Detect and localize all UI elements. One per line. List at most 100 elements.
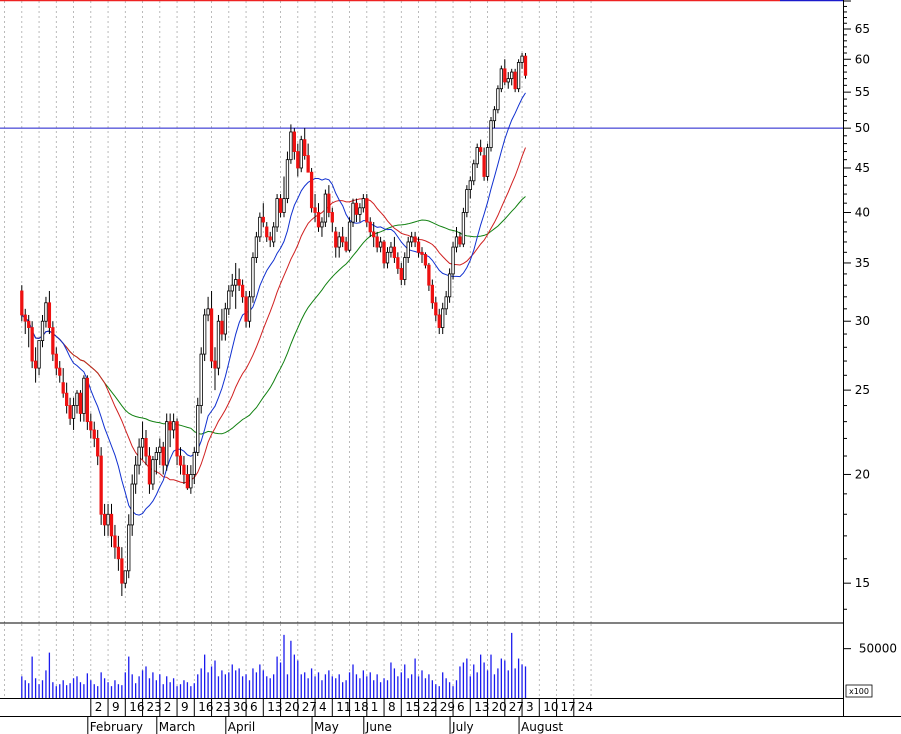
moving-average-mid <box>21 147 526 484</box>
candle-down <box>427 264 431 286</box>
date-tick-label: 30 <box>233 700 248 714</box>
candle-down <box>33 360 38 369</box>
candle-down <box>334 231 338 248</box>
date-tick-label: 2 <box>95 700 103 714</box>
candle-down <box>61 382 65 394</box>
candle-down <box>92 429 96 439</box>
candle-up <box>499 68 503 90</box>
candle-up <box>127 524 131 572</box>
candle-down <box>375 236 379 248</box>
candle-up <box>496 88 500 111</box>
candle-up <box>44 302 48 322</box>
candle-down <box>316 212 321 228</box>
candle-down <box>240 284 245 298</box>
candle-down <box>209 308 214 362</box>
candle-up <box>489 120 493 148</box>
candle-down <box>372 231 376 238</box>
volume-layer <box>21 632 527 698</box>
candle-down <box>309 171 314 209</box>
candle-up <box>258 216 262 238</box>
candle-down <box>303 139 307 156</box>
price-tick-label: 15 <box>855 576 870 590</box>
candle-down <box>96 438 100 457</box>
candle-up <box>351 202 355 223</box>
date-tick-label: 9 <box>181 700 189 714</box>
candle-up <box>272 226 276 243</box>
date-tick-label: 18 <box>354 700 369 714</box>
candle-down <box>109 513 114 537</box>
candle-down <box>113 535 117 548</box>
month-label: May <box>314 720 339 734</box>
candle-up <box>347 221 352 251</box>
candle-up <box>299 139 303 169</box>
candle-up <box>223 308 227 335</box>
price-tick-label: 35 <box>855 256 870 270</box>
candle-down <box>313 207 317 213</box>
candle-down <box>482 155 486 177</box>
candle-up <box>475 147 479 165</box>
month-label: March <box>159 720 196 734</box>
candle-down <box>513 71 517 90</box>
candle-down <box>51 327 55 355</box>
candle-down <box>237 279 241 286</box>
price-tick-label: 20 <box>855 467 870 481</box>
candle-down <box>175 421 179 457</box>
candle-up <box>82 377 86 414</box>
candle-down <box>458 236 462 245</box>
month-label: February <box>90 720 143 734</box>
candle-up <box>510 71 514 80</box>
candle-down <box>89 421 93 431</box>
candle-down <box>354 202 359 215</box>
date-tick-label: 10 <box>543 700 558 714</box>
candle-up <box>492 109 497 122</box>
candle-up <box>134 464 138 485</box>
candle-up <box>206 308 210 316</box>
candle-down <box>30 327 34 362</box>
candle-up <box>406 241 410 259</box>
candle-down <box>278 198 283 213</box>
candle-up <box>485 147 490 177</box>
candle-up <box>323 193 328 223</box>
candle-up <box>154 452 158 461</box>
candle-down <box>213 360 217 369</box>
date-tick-label: 23 <box>147 700 162 714</box>
candle-down <box>268 236 272 241</box>
volume-multiplier-label: x100 <box>849 687 869 696</box>
candle-up <box>230 284 234 292</box>
month-label: August <box>521 720 563 734</box>
candle-down <box>416 241 421 253</box>
price-tick-label: 30 <box>855 314 870 328</box>
date-tick-label: 6 <box>457 700 465 714</box>
candle-up <box>123 570 127 584</box>
candle-down <box>479 147 483 152</box>
candle-up <box>234 279 238 286</box>
candle-down <box>144 438 148 457</box>
date-tick-label: 1 <box>371 700 379 714</box>
candle-down <box>182 464 186 475</box>
date-tick-label: 11 <box>336 700 351 714</box>
candle-down <box>220 320 224 335</box>
month-label: June <box>365 720 392 734</box>
date-tick-label: 22 <box>423 700 438 714</box>
candle-up <box>447 273 452 298</box>
candle-up <box>247 296 252 322</box>
date-tick-label: 27 <box>509 700 524 714</box>
candle-down <box>147 455 152 485</box>
date-tick-label: 2 <box>164 700 172 714</box>
candle-down <box>178 455 183 466</box>
candle-down <box>27 320 31 328</box>
date-tick-label: 16 <box>129 700 144 714</box>
candle-down <box>430 284 434 304</box>
date-tick-label: 17 <box>561 700 576 714</box>
candle-down <box>503 68 507 83</box>
candle-down <box>161 446 165 466</box>
date-tick-label: 15 <box>405 700 420 714</box>
candle-up <box>37 340 41 369</box>
candle-down <box>365 198 369 223</box>
candle-up <box>140 438 145 448</box>
candle-up <box>165 421 169 466</box>
candle-up <box>71 405 76 419</box>
